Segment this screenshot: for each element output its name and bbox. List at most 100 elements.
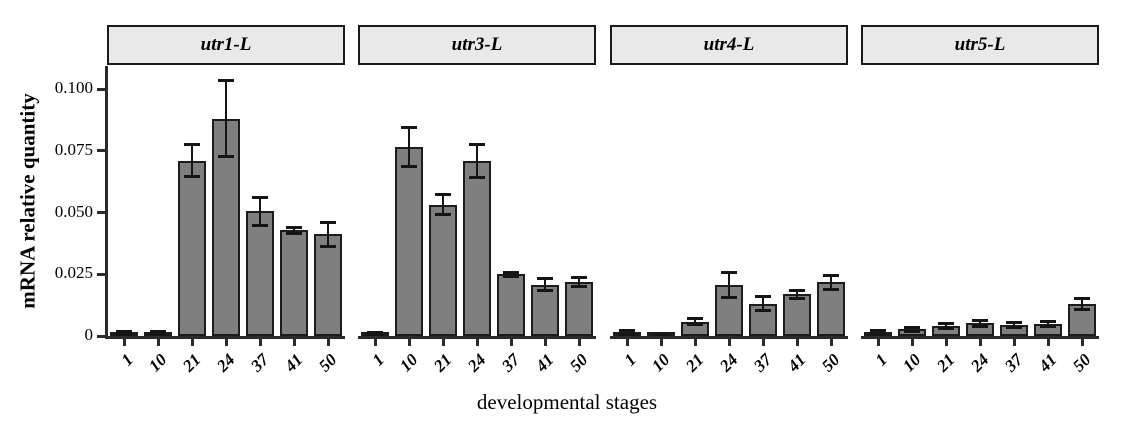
error-bar-cap-bottom bbox=[721, 295, 737, 299]
error-bar-line bbox=[258, 197, 262, 226]
error-bar-line bbox=[224, 80, 228, 157]
x-tick bbox=[543, 339, 547, 346]
x-tick-label: 37 bbox=[497, 350, 524, 376]
x-tick bbox=[224, 339, 228, 346]
error-bar-cap-bottom bbox=[904, 329, 920, 333]
error-bar-cap-top bbox=[823, 273, 839, 277]
x-tick bbox=[407, 339, 411, 346]
x-tick-label: 21 bbox=[681, 350, 708, 376]
x-tick-label: 24 bbox=[966, 350, 993, 376]
x-axis-line bbox=[610, 336, 848, 339]
error-bar-cap-top bbox=[870, 328, 886, 332]
error-bar-line bbox=[1080, 298, 1084, 310]
facet-strip: utr5-L bbox=[861, 25, 1099, 65]
error-bar-cap-top bbox=[721, 271, 737, 275]
x-tick-label: 1 bbox=[870, 350, 891, 370]
y-tick bbox=[97, 149, 106, 153]
error-bar-line bbox=[190, 144, 194, 177]
error-bar-cap-top bbox=[116, 330, 132, 334]
x-tick bbox=[122, 339, 126, 346]
plot-panel bbox=[358, 66, 596, 336]
y-tick-label: 0 bbox=[84, 325, 94, 344]
error-bar-cap-bottom bbox=[435, 212, 451, 216]
error-bar-line bbox=[761, 296, 765, 311]
x-tick-label: 24 bbox=[463, 350, 490, 376]
x-tick bbox=[829, 339, 833, 346]
y-tick bbox=[97, 87, 106, 91]
error-bar-line bbox=[543, 278, 547, 291]
error-bar-cap-bottom bbox=[401, 165, 417, 169]
x-tick bbox=[292, 339, 296, 346]
x-tick-label: 10 bbox=[395, 350, 422, 376]
y-tick bbox=[97, 211, 106, 214]
error-bar-cap-top bbox=[537, 277, 553, 281]
strip-label: utr4-L bbox=[703, 34, 755, 55]
x-tick bbox=[1080, 339, 1084, 346]
y-tick bbox=[97, 272, 106, 276]
error-bar-cap-bottom bbox=[367, 333, 383, 336]
error-bar-cap-bottom bbox=[653, 333, 669, 336]
x-tick-label: 37 bbox=[1000, 350, 1027, 376]
x-tick-label: 21 bbox=[429, 350, 456, 376]
x-axis-line bbox=[861, 336, 1099, 339]
bar bbox=[531, 284, 559, 336]
error-bar-cap-bottom bbox=[286, 232, 302, 235]
bar bbox=[314, 234, 342, 336]
plot-panel bbox=[610, 66, 848, 336]
x-tick-label: 50 bbox=[1068, 350, 1095, 376]
error-bar-cap-bottom bbox=[687, 323, 703, 327]
error-bar-cap-bottom bbox=[972, 324, 988, 328]
error-bar-cap-top bbox=[184, 143, 200, 147]
y-tick-label: 0.050 bbox=[54, 201, 93, 221]
error-bar-cap-bottom bbox=[1040, 324, 1056, 328]
error-bar-cap-bottom bbox=[789, 296, 805, 300]
error-bar-line bbox=[795, 290, 799, 299]
y-tick-label: 0.075 bbox=[54, 139, 93, 159]
error-bar-cap-top bbox=[619, 328, 635, 332]
bar bbox=[246, 211, 274, 336]
plot-panel bbox=[107, 66, 345, 336]
x-tick bbox=[373, 339, 377, 346]
error-bar-line bbox=[407, 127, 411, 167]
error-bar-cap-top bbox=[150, 330, 166, 334]
x-tick-label: 10 bbox=[898, 350, 925, 376]
error-bar-cap-top bbox=[218, 78, 234, 82]
x-tick bbox=[190, 339, 194, 346]
error-bar-line bbox=[944, 323, 948, 329]
x-tick-label: 21 bbox=[932, 350, 959, 376]
x-tick bbox=[910, 339, 914, 346]
x-tick-label: 10 bbox=[647, 350, 674, 376]
x-tick-label: 21 bbox=[178, 350, 205, 376]
error-bar-cap-top bbox=[972, 318, 988, 322]
error-bar-cap-bottom bbox=[116, 333, 132, 336]
error-bar-line bbox=[577, 277, 581, 287]
x-tick bbox=[659, 339, 663, 346]
error-bar-line bbox=[1012, 322, 1016, 328]
error-bar-cap-bottom bbox=[823, 288, 839, 292]
x-tick bbox=[978, 339, 982, 346]
error-bar-line bbox=[475, 144, 479, 178]
x-tick-label: 1 bbox=[367, 350, 388, 370]
error-bar-cap-bottom bbox=[1006, 325, 1022, 329]
bar bbox=[395, 147, 423, 336]
error-bar-cap-top bbox=[687, 317, 703, 321]
x-tick-label: 50 bbox=[817, 350, 844, 376]
error-bar-cap-top bbox=[1040, 320, 1056, 324]
x-tick bbox=[509, 339, 513, 346]
x-axis-line bbox=[107, 336, 345, 339]
error-bar-cap-top bbox=[252, 195, 268, 199]
x-tick bbox=[441, 339, 445, 346]
error-bar-cap-top bbox=[320, 220, 336, 224]
error-bar-line bbox=[441, 194, 445, 215]
x-tick bbox=[1046, 339, 1050, 346]
x-tick-label: 24 bbox=[212, 350, 239, 376]
x-tick bbox=[1012, 339, 1016, 346]
error-bar-cap-top bbox=[435, 193, 451, 197]
x-tick bbox=[727, 339, 731, 346]
error-bar-cap-bottom bbox=[469, 175, 485, 179]
error-bar-line bbox=[876, 330, 880, 335]
error-bar-cap-top bbox=[469, 143, 485, 147]
bar bbox=[280, 230, 308, 336]
x-tick bbox=[761, 339, 765, 346]
bar bbox=[497, 274, 525, 336]
